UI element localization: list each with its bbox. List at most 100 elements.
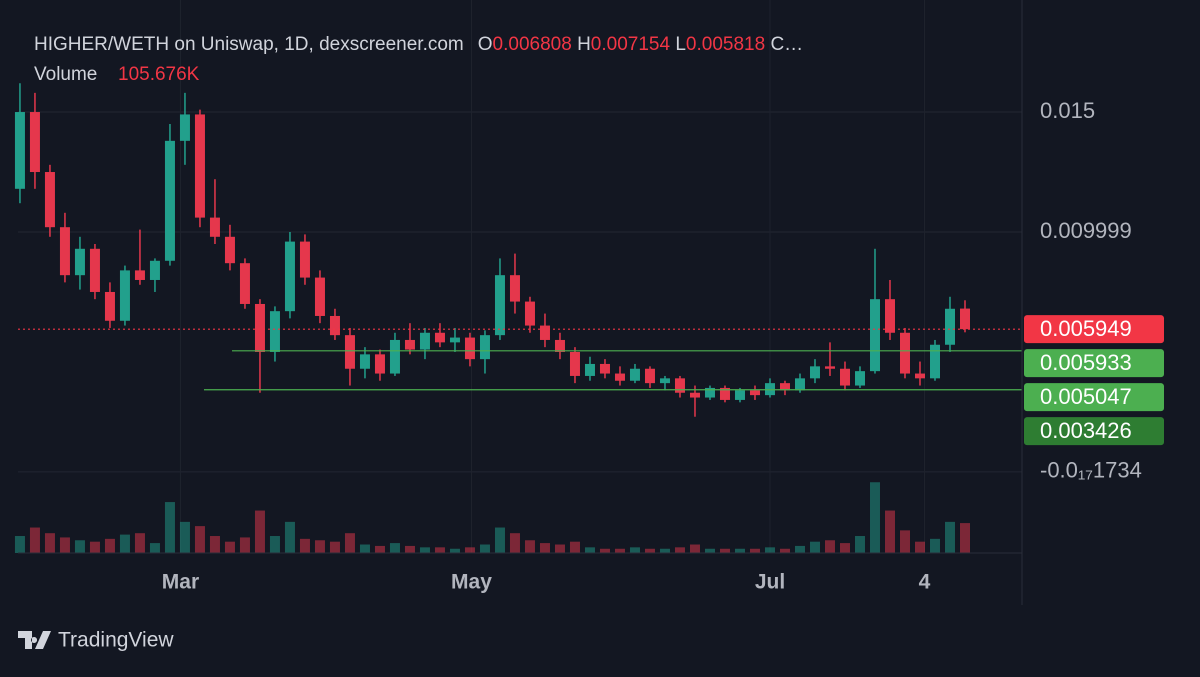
ohlc-part: 0.007154: [591, 34, 671, 55]
candle-body: [899, 332, 910, 374]
volume-bar: [764, 547, 775, 553]
volume-bar: [404, 545, 415, 553]
candle-body: [149, 260, 160, 280]
volume-bar: [209, 536, 220, 553]
candle-body: [344, 335, 355, 369]
candle-body: [329, 315, 340, 336]
volume-bar: [344, 533, 355, 553]
volume-bar: [584, 547, 595, 553]
candle-body: [839, 368, 850, 386]
y-tick-label: 0.015: [1040, 98, 1095, 123]
volume-bar: [809, 541, 820, 553]
volume-bar: [284, 521, 295, 553]
volume-bar: [629, 547, 640, 553]
volume-bar: [794, 545, 805, 553]
price-label-box: [1024, 315, 1164, 344]
volume-bar: [674, 547, 685, 553]
volume-bar: [59, 537, 70, 553]
y-tick-label: 0.009999: [1040, 218, 1132, 243]
volume-bar: [224, 541, 235, 553]
candle-body: [254, 303, 265, 352]
volume-bar: [899, 530, 910, 553]
candle-body: [134, 270, 145, 280]
volume-bar: [419, 547, 430, 553]
candle-body: [44, 172, 55, 228]
volume-bar: [554, 544, 565, 553]
price-pane: [14, 83, 1022, 417]
brand-name: TradingView: [58, 629, 174, 652]
ohlc-part: O: [478, 34, 493, 55]
volume-bar: [89, 541, 100, 553]
volume-bar: [599, 548, 610, 553]
ohlc-part: 0.005818: [686, 34, 765, 55]
volume-bar: [164, 502, 175, 553]
volume-bar: [824, 540, 835, 553]
x-tick-label: Jul: [755, 571, 785, 594]
volume-bar: [449, 548, 460, 553]
volume-bar: [854, 536, 865, 553]
price-label-box: [1024, 417, 1164, 446]
candle-body: [659, 378, 670, 384]
price-label: 0.005949: [1040, 316, 1132, 341]
candle-body: [359, 354, 370, 369]
volume-bar: [194, 526, 205, 553]
volume-value: 105.676K: [118, 64, 200, 85]
symbol-title: HIGHER/WETH on Uniswap, 1D, dexscreener.…: [34, 34, 464, 55]
volume-bar: [29, 527, 40, 553]
candle-body: [374, 354, 385, 374]
candle-body: [569, 351, 580, 376]
candle-body: [404, 339, 415, 350]
candle-body: [239, 263, 250, 304]
price-label-box: [1024, 349, 1164, 378]
candle-body: [179, 114, 190, 141]
candle-body: [734, 390, 745, 400]
candle-body: [119, 270, 130, 321]
candle-body: [914, 373, 925, 379]
volume-bar: [389, 543, 400, 553]
volume-bar: [734, 548, 745, 553]
candle-body: [494, 275, 505, 336]
volume-bar: [464, 547, 475, 553]
price-label-box: [1024, 383, 1164, 412]
volume-bar: [119, 534, 130, 553]
volume-bar: [779, 548, 790, 553]
price-label: 0.005933: [1040, 350, 1132, 375]
candle-body: [194, 114, 205, 218]
candle-body: [794, 378, 805, 391]
volume-bar: [74, 540, 85, 553]
candle-body: [674, 378, 685, 393]
volume-bar: [149, 543, 160, 553]
volume-bar: [719, 548, 730, 553]
candle-body: [809, 366, 820, 379]
candle-body: [14, 112, 25, 189]
candle-body: [29, 112, 40, 173]
volume-bar: [914, 541, 925, 553]
volume-bar: [839, 543, 850, 553]
ohlc-part: 0.006808: [493, 34, 572, 55]
candle-body: [269, 311, 280, 352]
candle-body: [164, 140, 175, 261]
volume-bar: [884, 510, 895, 553]
volume-bar: [44, 533, 55, 553]
candle-body: [299, 241, 310, 278]
candle-body: [284, 241, 295, 312]
volume-bar: [569, 541, 580, 553]
candle-body: [644, 368, 655, 384]
volume-bar: [959, 523, 970, 553]
volume-bar: [314, 540, 325, 553]
candle-body: [434, 332, 445, 343]
candle-body: [959, 308, 970, 330]
candle-body: [869, 299, 880, 372]
candle-body: [749, 390, 760, 396]
candle-body: [884, 299, 895, 333]
volume-bar: [239, 537, 250, 553]
ohlc-values: O0.006808 H0.007154 L0.005818 C…: [478, 34, 803, 55]
volume-bar: [299, 538, 310, 553]
y-tick-label: -0.0₁₇1734: [1040, 458, 1142, 483]
candle-body: [509, 275, 520, 302]
volume-bar: [269, 536, 280, 553]
volume-bar: [944, 521, 955, 553]
candle-body: [464, 337, 475, 360]
candle-body: [779, 383, 790, 391]
